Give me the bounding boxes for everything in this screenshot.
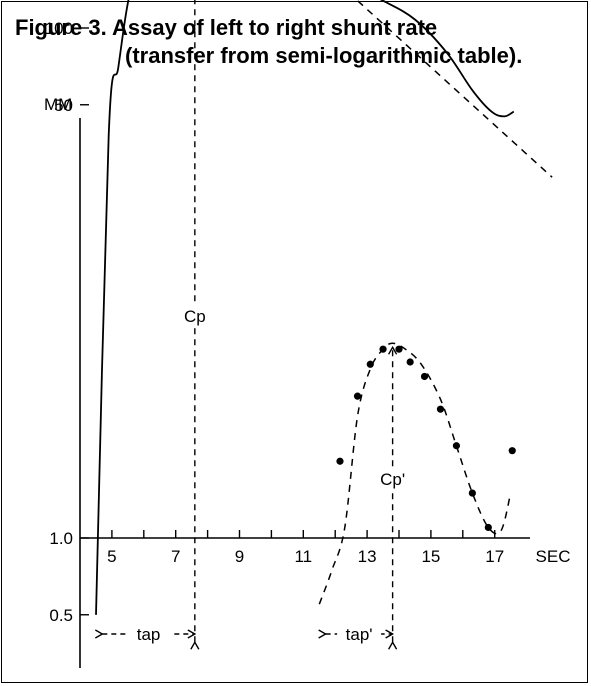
annotation-2-label: tap	[137, 625, 161, 644]
series-3-point-1	[353, 392, 362, 400]
annotation-1-label-bg	[374, 467, 411, 491]
x-tick-label-5: 15	[421, 547, 440, 566]
series-3-point-6	[420, 372, 429, 381]
annotation-0-label: Cp	[184, 307, 206, 326]
series-3-point-3	[379, 345, 387, 353]
annotation-3-label: tap'	[346, 625, 373, 644]
annotation-1-label: Cp'	[380, 470, 405, 489]
x-tick-label-4: 13	[358, 547, 377, 566]
series-2-dashed-line	[318, 342, 512, 605]
series-3-point-4	[395, 345, 403, 353]
annotation-0-label-bg	[176, 304, 213, 328]
x-tick-label-3: 11	[294, 547, 312, 566]
series-3-point-2	[366, 360, 374, 368]
x-tick-label-6: 17	[485, 547, 504, 566]
annotation-3-label-bg	[337, 621, 382, 645]
annotation-2-label-bg	[126, 621, 171, 645]
series-3-point-0	[336, 457, 344, 465]
y-tick-label-6: 0.5	[49, 606, 73, 625]
series-0-solid-line	[95, 0, 515, 615]
series	[95, 0, 553, 615]
series-3-point-9	[468, 489, 476, 497]
annotations: Cp Cp' tap tap'	[94, 0, 411, 650]
series-3-point-5	[406, 358, 414, 366]
y-tick-label-4: 50	[54, 96, 73, 115]
series-3-point-7	[436, 405, 445, 413]
y-tick-label-3: 100	[45, 19, 73, 38]
series-1-dashed-line	[355, 0, 553, 178]
y-tick-label-5: 1.0	[49, 529, 73, 548]
x-tick-label-1: 7	[171, 547, 180, 566]
series-3-point-8	[452, 442, 461, 450]
x-tick-label-2: 9	[235, 547, 244, 566]
x-tick-label-0: 5	[107, 547, 116, 566]
x-axis-label: SEC	[536, 547, 571, 566]
series-3-point-11	[508, 447, 516, 455]
y-axis-label: MM	[44, 95, 72, 114]
series-3-point-10	[484, 523, 492, 532]
